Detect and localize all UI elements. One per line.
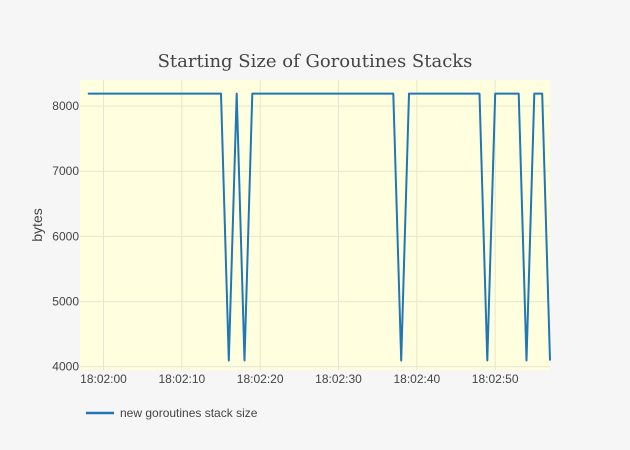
y-tick-label: 4000: [52, 360, 79, 374]
x-tick-label: 18:02:00: [80, 372, 127, 386]
y-tick-label: 5000: [52, 295, 79, 309]
plot-area: [80, 80, 550, 370]
y-tick-label: 8000: [52, 99, 79, 113]
x-tick-label: 18:02:30: [315, 372, 362, 386]
x-tick-label: 18:02:40: [393, 372, 440, 386]
y-axis-title: bytes: [29, 208, 45, 241]
series-layer: [87, 92, 551, 362]
series-line-0[interactable]: [87, 92, 551, 362]
x-tick-label: 18:02:20: [237, 372, 284, 386]
x-tick-label: 18:02:10: [158, 372, 205, 386]
x-tick-label: 18:02:50: [472, 372, 519, 386]
grid: [80, 80, 550, 370]
y-tick-label: 7000: [52, 164, 79, 178]
tick-labels: 18:02:00 18:02:10 18:02:20 18:02:30 18:02:40…: [52, 99, 519, 386]
y-tick-label: 6000: [52, 229, 79, 243]
legend-label: new goroutines stack size: [120, 406, 258, 420]
chart-title: Starting Size of Goroutines Stacks: [158, 51, 473, 72]
legend[interactable]: new goroutines stack size: [86, 406, 258, 420]
